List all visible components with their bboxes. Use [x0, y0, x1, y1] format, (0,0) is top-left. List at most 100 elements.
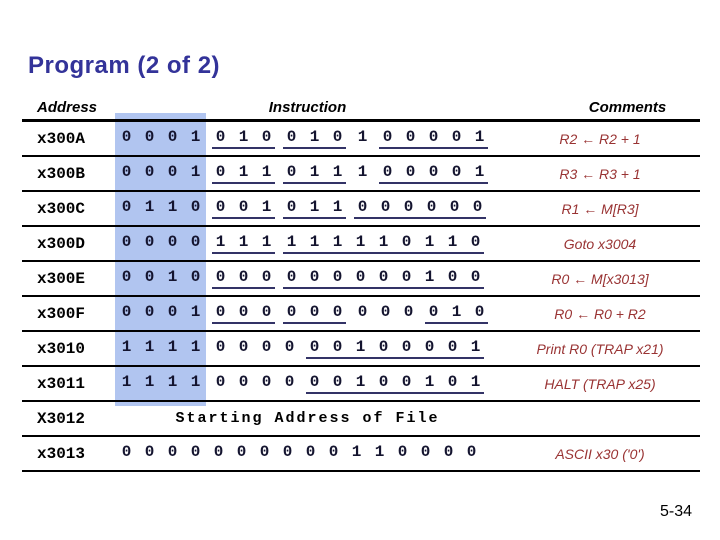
table-row: X3012 Starting Address of File [22, 402, 700, 437]
row-comment: R0 ← R0 + R2 [554, 305, 646, 322]
bit-digit: 0 [261, 338, 272, 356]
bit-digit: 0 [420, 443, 431, 461]
bit-digit: 1 [332, 163, 343, 181]
bit-digit: 1 [238, 163, 249, 181]
bit-digit: 0 [382, 128, 393, 146]
bit-digit: 0 [144, 163, 155, 181]
bit-digit: 0 [144, 233, 155, 251]
bit-digit: 0 [332, 373, 343, 391]
bit-digit: 1 [451, 303, 462, 321]
bit-digit: 0 [286, 303, 297, 321]
bit-digit: 0 [144, 128, 155, 146]
bit-digit: 1 [309, 198, 320, 216]
bit-digit: 0 [309, 338, 320, 356]
bit-digit: 0 [447, 373, 458, 391]
row-address: x300C [37, 199, 86, 218]
bit-digit: 1 [351, 443, 362, 461]
bit-digit: 1 [167, 268, 178, 286]
bit-digit: 0 [236, 443, 247, 461]
bit-digit: 0 [451, 128, 462, 146]
bit-digit: 0 [472, 198, 483, 216]
bit-digit: 1 [261, 198, 272, 216]
bit-digit: 0 [238, 338, 249, 356]
bit-digit: 1 [309, 128, 320, 146]
bit-digit: 0 [332, 338, 343, 356]
program-table: Address Instruction Comments x300A 0 0 0 1 0 1… [22, 96, 700, 472]
bit-digit: 1 [190, 373, 201, 391]
bit-digit: 0 [378, 373, 389, 391]
table-row: x3010 1 1 1 1 0 0 0 0 0 0 1 0 0 0 0 1 Print R0 (TRAP x21) [22, 332, 700, 367]
bit-digit: 0 [305, 443, 316, 461]
bit-digit: 0 [428, 128, 439, 146]
row-comment: Print R0 (TRAP x21) [536, 340, 664, 357]
row-instruction: Starting Address of File [115, 410, 500, 427]
bit-digit: 1 [378, 233, 389, 251]
bit-digit: 1 [190, 163, 201, 181]
row-address: x300D [37, 234, 86, 253]
table-header-row: Address Instruction Comments [22, 96, 700, 122]
row-comment: Goto x3004 [563, 235, 637, 252]
bit-digit: 0 [121, 128, 132, 146]
bit-group: 1 [351, 163, 374, 184]
row-address: x300E [37, 269, 86, 288]
bit-digit: 1 [190, 128, 201, 146]
row-address: x300A [37, 129, 86, 148]
bit-digit: 1 [470, 338, 481, 356]
bit-digit: 0 [238, 373, 249, 391]
bit-digit: 0 [238, 268, 249, 286]
bit-digit: 0 [167, 163, 178, 181]
bit-digit: 0 [382, 163, 393, 181]
bit-digit: 0 [405, 163, 416, 181]
bit-digit: 1 [355, 373, 366, 391]
bit-digit: 0 [466, 443, 477, 461]
bit-digit: 0 [332, 268, 343, 286]
bit-digit: 0 [309, 373, 320, 391]
opcode-highlight [115, 113, 206, 406]
bit-digit: 0 [167, 233, 178, 251]
bit-digit: 0 [357, 303, 368, 321]
bit-digit: 1 [121, 373, 132, 391]
row-comment: R2 ← R2 + 1 [559, 130, 641, 147]
bit-digit: 1 [332, 198, 343, 216]
bit-digit: 0 [401, 373, 412, 391]
bit-digit: 0 [215, 128, 226, 146]
bit-digit: 1 [215, 233, 226, 251]
bit-digit: 0 [380, 198, 391, 216]
bit-digit: 0 [167, 443, 178, 461]
starting-address-label: Starting Address of File [175, 410, 440, 427]
bit-digit: 1 [167, 338, 178, 356]
bit-digit: 0 [286, 163, 297, 181]
bit-digit: 0 [215, 268, 226, 286]
bit-digit: 1 [190, 338, 201, 356]
bit-digit: 0 [121, 233, 132, 251]
bit-digit: 1 [261, 233, 272, 251]
bit-digit: 0 [144, 268, 155, 286]
bit-digit: 0 [332, 303, 343, 321]
row-address: x300B [37, 164, 86, 183]
bit-digit: 1 [424, 233, 435, 251]
bit-digit: 0 [261, 268, 272, 286]
row-comment: R1 ← M[R3] [561, 200, 639, 217]
bit-digit: 0 [261, 303, 272, 321]
bit-digit: 0 [378, 338, 389, 356]
